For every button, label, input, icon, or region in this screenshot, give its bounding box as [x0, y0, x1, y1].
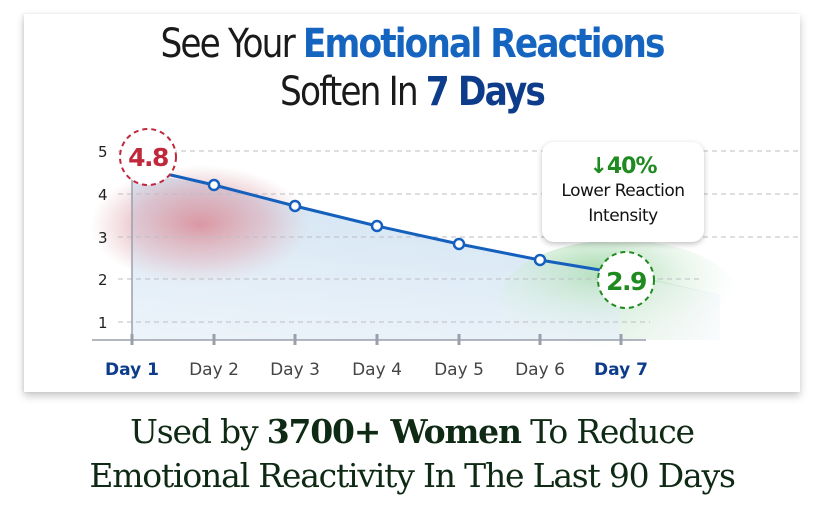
- x-label-day-7: Day 7: [594, 360, 648, 380]
- chart-title: See Your Emotional Reactions Soften In 7…: [58, 20, 767, 116]
- title-text: See Your: [160, 21, 303, 67]
- svg-text:4.8: 4.8: [128, 143, 168, 172]
- badge-line-1: Lower Reaction: [561, 181, 685, 201]
- x-label-day-4: Day 4: [352, 360, 402, 380]
- x-label-day-2: Day 2: [189, 360, 239, 380]
- y-tick-5: 5: [98, 143, 108, 161]
- tagline-line-2: Emotional Reactivity In The Last 90 Days: [75, 454, 748, 498]
- title-text-2: Soften In: [280, 69, 426, 115]
- x-label-day-6: Day 6: [515, 360, 565, 380]
- y-tick-2: 2: [98, 271, 108, 289]
- tagline: Used by 3700+ Women To Reduce Emotional …: [0, 410, 824, 498]
- badge-percent: 40%: [606, 154, 658, 179]
- x-label-day-5: Day 5: [434, 360, 484, 380]
- y-tick-4: 4: [98, 186, 108, 204]
- title-highlight: Emotional Reactions: [302, 21, 666, 67]
- badge-line-2: Intensity: [588, 206, 658, 226]
- tagline-line-1: Used by 3700+ Women To Reduce: [116, 410, 708, 454]
- y-tick-3: 3: [98, 229, 108, 247]
- end-value-callout: 2.9: [597, 251, 655, 309]
- tagline-emphasis: 3700+ Women: [266, 412, 522, 451]
- start-value-callout: 4.8: [119, 128, 177, 186]
- svg-text:2.9: 2.9: [606, 267, 646, 296]
- x-label-day-3: Day 3: [270, 360, 320, 380]
- x-label-day-1: Day 1: [105, 360, 159, 380]
- title-highlight-2: 7 Days: [425, 69, 546, 115]
- data-points: [207, 178, 547, 267]
- y-tick-1: 1: [98, 314, 108, 332]
- down-arrow-icon: ↓: [589, 154, 607, 179]
- reduction-badge: ↓40% Lower Reaction Intensity: [542, 142, 704, 242]
